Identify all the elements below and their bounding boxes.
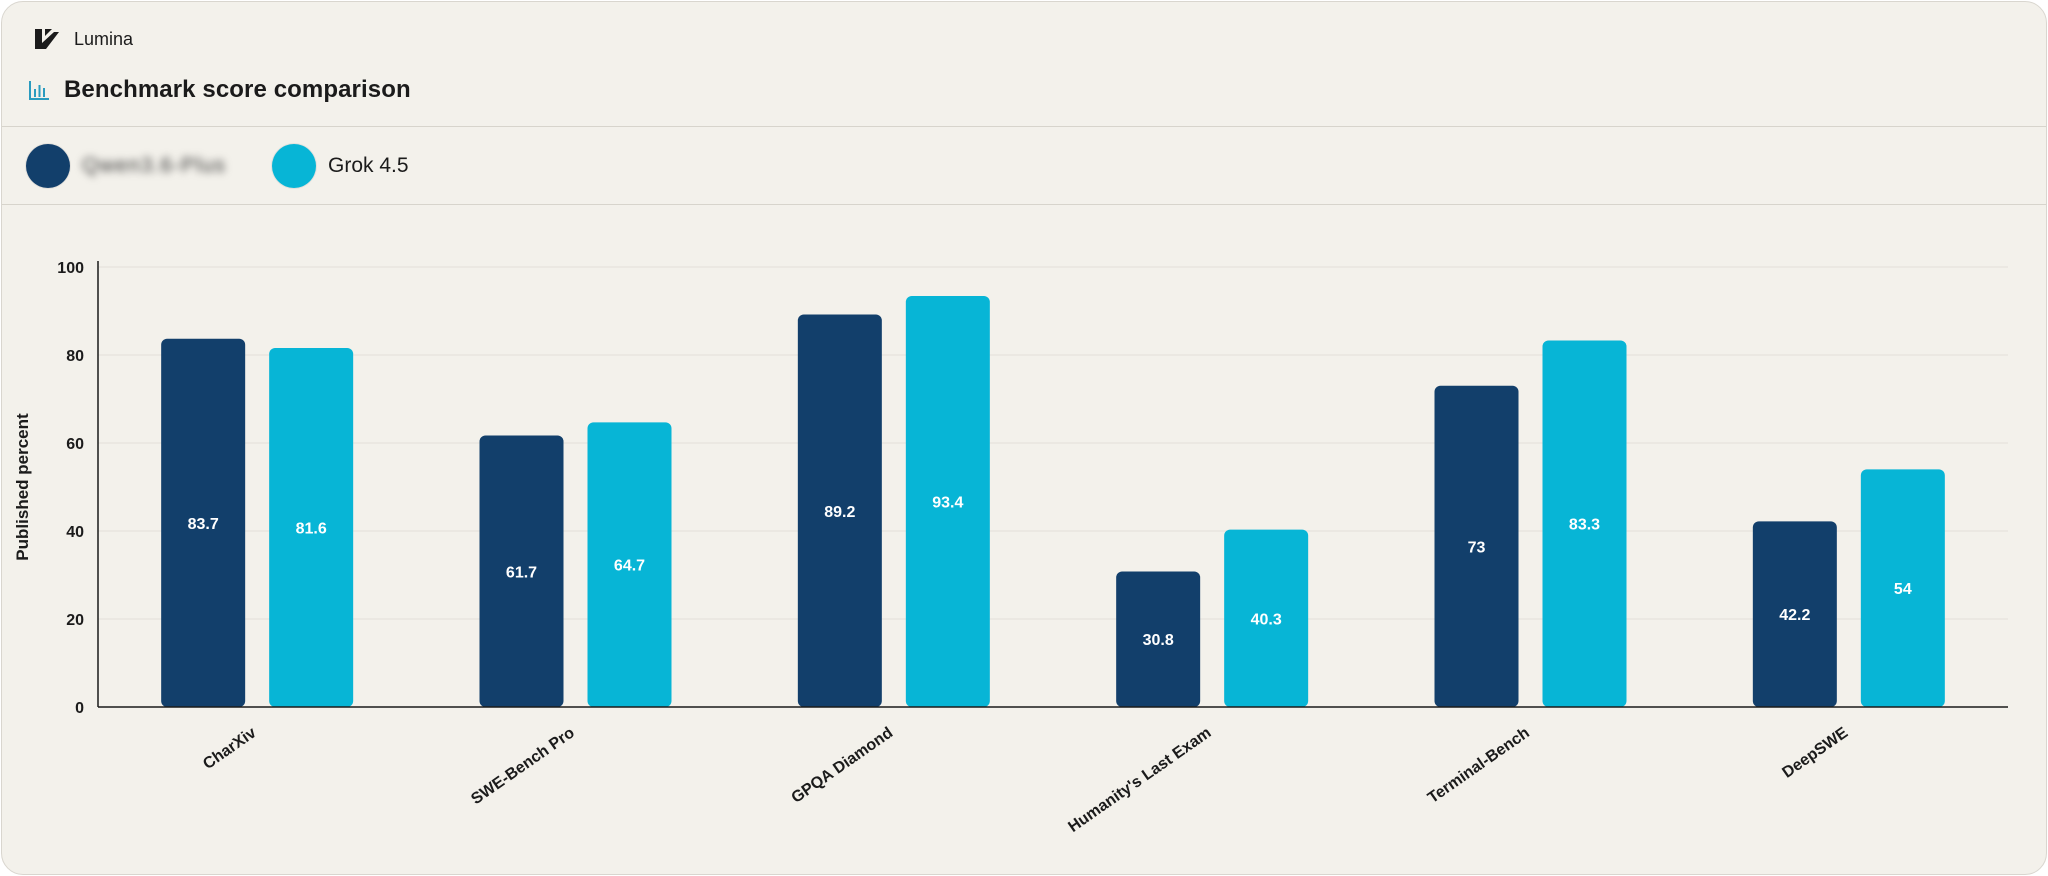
- bar-value-label: 61.7: [506, 564, 537, 581]
- y-tick-label: 0: [75, 700, 84, 717]
- page-title: Benchmark score comparison: [64, 76, 411, 103]
- bar-series-2: [269, 347, 354, 707]
- bar-value-label: 81.6: [296, 520, 327, 537]
- chart-header: Benchmark score comparison: [28, 76, 411, 104]
- header-divider: [2, 126, 2046, 127]
- bar-value-label: 93.4: [932, 495, 963, 512]
- bar-series-2: [1224, 529, 1309, 707]
- x-tick-label: Humanity's Last Exam: [1065, 724, 1214, 835]
- bar-value-label: 89.2: [824, 504, 855, 521]
- bar-value-label: 83.3: [1569, 517, 1600, 534]
- bar-value-label: 30.8: [1143, 632, 1174, 649]
- x-tick-label: SWE-Bench Pro: [468, 724, 578, 808]
- bar-series-2: [1860, 469, 1945, 707]
- bar-series-2: [587, 422, 672, 707]
- app-name: Lumina: [74, 28, 134, 49]
- bar-series-2: [905, 296, 990, 707]
- y-tick-label: 20: [66, 612, 84, 629]
- bar-series-1: [479, 435, 564, 707]
- legend-divider: [2, 204, 2046, 205]
- bar-value-label: 42.2: [1779, 607, 1810, 624]
- bar-chart-icon: [29, 81, 49, 100]
- legend-item-series-1[interactable]: Qwen3.6-Plus: [26, 144, 242, 188]
- bar-value-label: 83.7: [188, 516, 219, 533]
- x-tick-label: Terminal-Bench: [1425, 724, 1533, 807]
- legend-swatch-series-1: [26, 144, 70, 188]
- bar-series-2: [1542, 340, 1627, 707]
- brand: Lumina: [34, 28, 133, 50]
- lumina-logo-icon: [35, 29, 59, 49]
- bar-series-1: [161, 338, 246, 707]
- y-tick-label: 60: [66, 436, 84, 453]
- bar-value-label: 64.7: [614, 558, 645, 575]
- legend-swatch-series-2: [272, 144, 316, 188]
- x-tick-label: DeepSWE: [1779, 724, 1851, 781]
- y-axis-title: Published percent: [13, 413, 32, 561]
- legend-label-series-2: Grok 4.5: [328, 154, 409, 177]
- bar-value-label: 40.3: [1251, 611, 1282, 628]
- y-tick-label: 100: [57, 260, 84, 277]
- legend-label-series-1: Qwen3.6-Plus: [82, 154, 226, 177]
- x-tick-label: CharXiv: [200, 724, 259, 773]
- chart-legend: Qwen3.6-Plus Grok 4.5: [26, 142, 439, 190]
- legend-item-series-2[interactable]: Grok 4.5: [272, 144, 409, 188]
- bar-value-label: 54: [1894, 581, 1912, 598]
- bar-series-1: [1752, 521, 1837, 707]
- y-tick-label: 80: [66, 348, 84, 365]
- bar-series-1: [797, 314, 882, 707]
- bar-series-1: [1434, 385, 1519, 707]
- x-tick-label: GPQA Diamond: [789, 724, 897, 806]
- bar-value-label: 73: [1468, 539, 1486, 556]
- y-tick-label: 40: [66, 524, 84, 541]
- bar-chart: 0 20 40 60 80 100 Published percent 83.7 81.6 Cha…: [13, 260, 2008, 836]
- bar-series-1: [1116, 571, 1201, 707]
